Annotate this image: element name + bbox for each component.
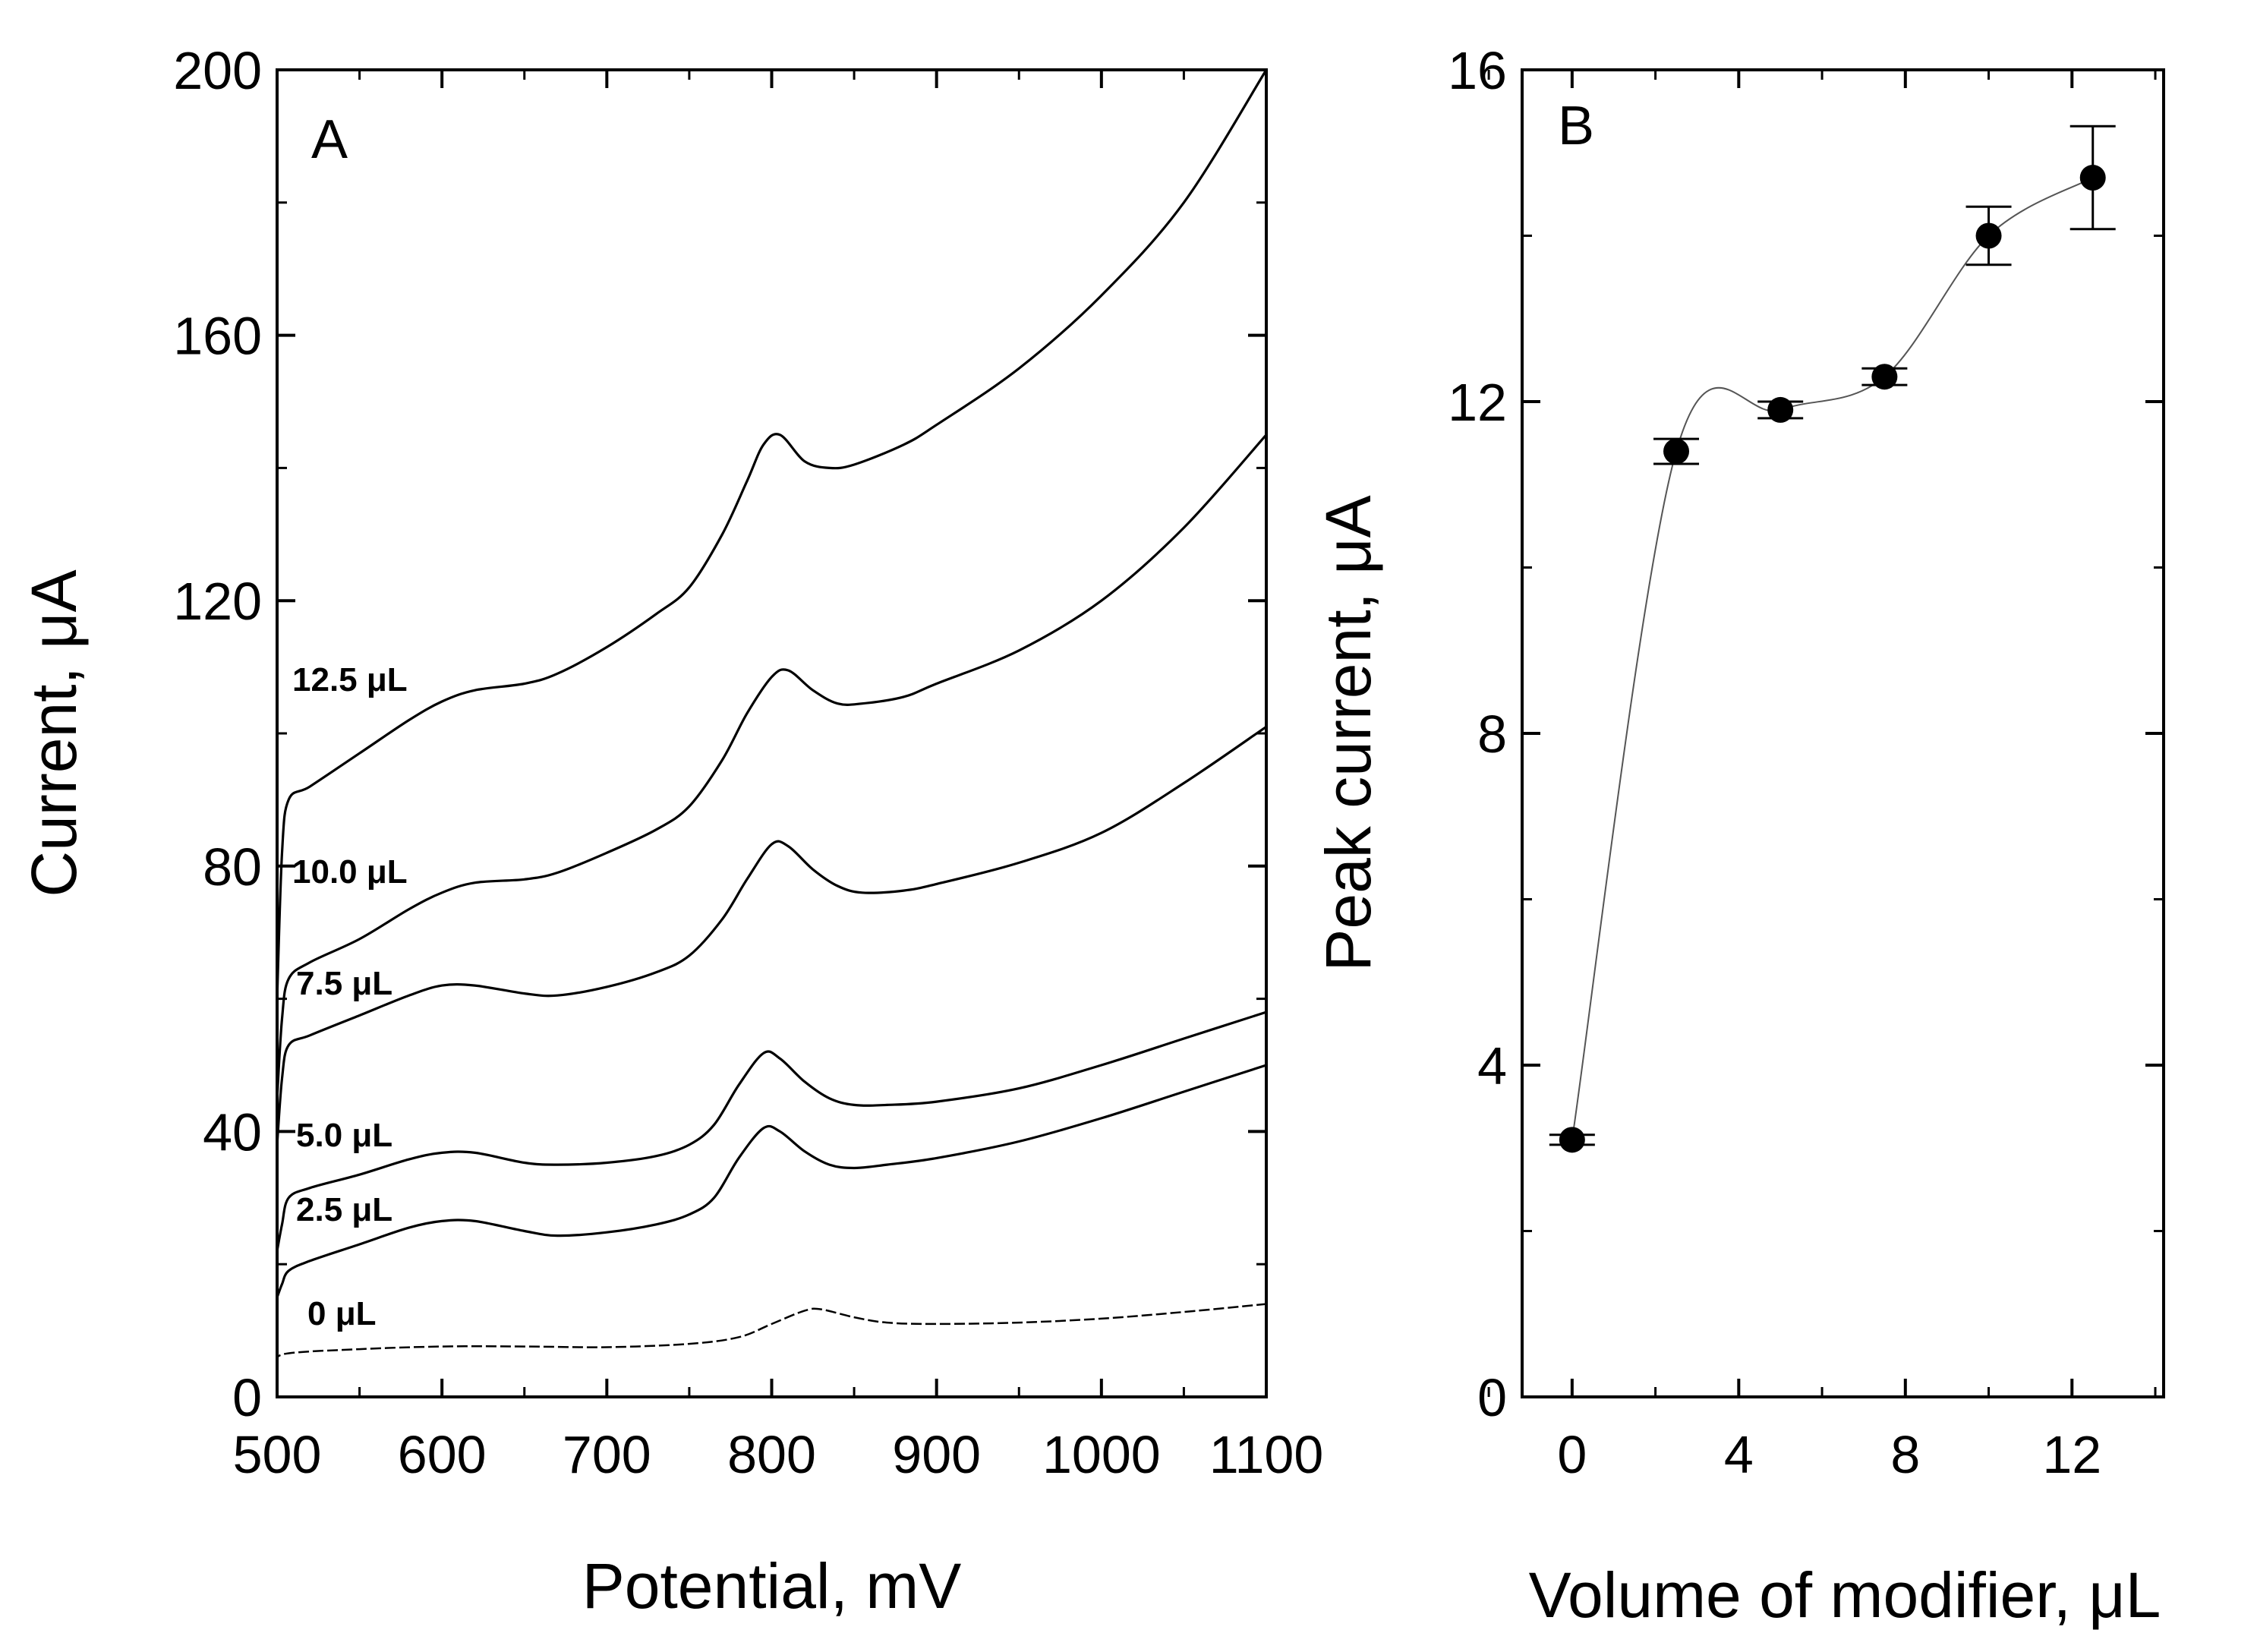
y-tick-label: 40 [203,1102,262,1162]
x-tick-label: 4 [1724,1425,1754,1484]
series-line-2 [276,1010,1267,1251]
x-tick-label: 900 [892,1425,981,1484]
series-label-1: 2.5 μL [296,1191,392,1228]
data-point [1559,1127,1585,1153]
panel-b-frame [1521,68,2165,1398]
x-tick-label: 0 [1557,1425,1587,1484]
series-label-2: 5.0 μL [296,1117,392,1154]
y-tick-label: 200 [173,41,262,100]
series-label-3: 7.5 μL [296,965,392,1002]
panel-b-letter: B [1558,96,1594,156]
x-tick-label: 500 [233,1425,322,1484]
y-tick-label: 160 [173,307,262,366]
series-line-3 [276,725,1267,1146]
panel-a: 500 600 700 800 900 1000 1100 0 40 80 120 160 200 Pot… [18,41,1323,1622]
fit-line [1571,177,2094,1140]
x-tick-label: 800 [727,1425,816,1484]
panel-a-letter: A [311,109,348,170]
y-tick-label: 12 [1448,373,1507,432]
x-axis-title: Potential, mV [582,1550,962,1622]
x-tick-label: 1000 [1042,1425,1161,1484]
x-tick-label: 8 [1890,1425,1920,1484]
x-tick-label: 12 [2042,1425,2101,1484]
y-tick-label: 0 [232,1368,262,1427]
y-axis-title: Current, μA [18,569,90,897]
y-axis-title: Peak current, μA [1313,495,1384,971]
series-label-0: 0 μL [307,1295,377,1332]
y-tick-label: 80 [203,837,262,897]
y-tick-label: 0 [1477,1368,1507,1427]
data-point [2079,165,2106,191]
series-line-1 [276,1064,1267,1298]
x-tick-label: 600 [398,1425,487,1484]
y-tick-label: 120 [173,572,262,631]
series-label-5: 12.5 μL [292,661,408,698]
panel-b: 0 4 8 12 0 4 8 12 16 Volume of modifier, μL Peak c… [1313,41,2165,1631]
panel-a-frame [276,68,1268,1398]
x-axis-title: Volume of modifier, μL [1529,1559,2161,1631]
y-tick-label: 8 [1477,705,1507,764]
y-tick-label: 16 [1448,41,1507,100]
data-point [1871,364,1898,390]
series-line-4 [276,433,1268,1099]
data-point [1663,438,1690,465]
y-tick-label: 4 [1477,1036,1507,1096]
x-tick-label: 700 [563,1425,651,1484]
series-line-0 [276,1303,1267,1365]
data-point [1975,222,2002,249]
x-tick-label: 1100 [1209,1425,1324,1484]
series-label-4: 10.0 μL [292,853,408,891]
data-point [1767,396,1794,423]
series-line-5 [276,69,1268,999]
